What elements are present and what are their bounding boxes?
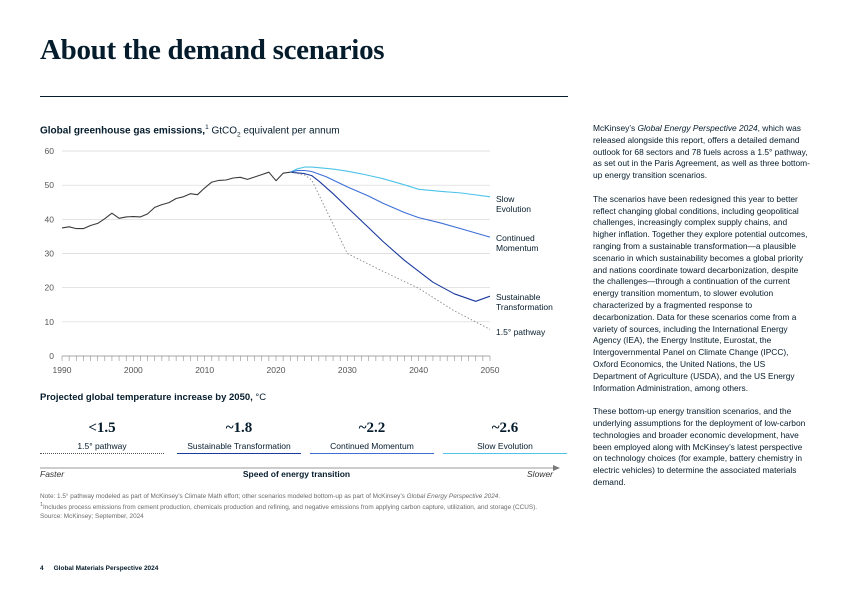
series-label-1-5-pathway: 1.5° pathway [496, 327, 546, 337]
temperature-label: Sustainable Transformation [187, 441, 291, 451]
temperature-value: ~2.2 [358, 420, 386, 436]
title-divider [40, 96, 568, 97]
series-line-slow-evolution [290, 166, 491, 198]
chart-title: Global greenhouse gas emissions,1 GtCO2 … [40, 124, 340, 138]
x-tick-label: 2010 [195, 365, 214, 375]
temperature-label: Slow Evolution [477, 441, 533, 451]
y-tick-label: 30 [45, 249, 55, 259]
sidebar-paragraph-3: These bottom-up energy transition scenar… [593, 406, 806, 487]
series-label-sustainable-transformation-line1: Sustainable [496, 292, 541, 302]
temperature-heading: Projected global temperature increase by… [40, 392, 266, 403]
sidebar-paragraph-1-b: , which was released alongside this repo… [593, 123, 810, 181]
x-tick-label: 2020 [267, 365, 286, 375]
y-tick-label: 50 [45, 180, 55, 190]
temperature-heading-bold: Projected global temperature increase by… [40, 392, 253, 403]
temperature-label: Continued Momentum [330, 441, 414, 451]
series-line-sustainable-transformation [290, 171, 491, 302]
series-line-continued-momentum [290, 169, 491, 238]
chart-unit-suffix: equivalent per annum [240, 125, 340, 137]
x-tick-label: 2040 [409, 365, 428, 375]
x-tick-label: 2030 [338, 365, 357, 375]
speed-axis-right-label: Slower [527, 469, 553, 479]
source-text: Source: McKinsey; September, 2024 [40, 512, 144, 520]
y-tick-label: 0 [49, 351, 54, 361]
y-tick-label: 20 [45, 283, 55, 293]
temperature-value: ~1.8 [225, 420, 253, 436]
temperature-line-slow-evolution [443, 453, 567, 454]
note-text-a: Note: 1.5° pathway modeled as part of Mc… [40, 493, 407, 500]
temperature-value: <1.5 [88, 420, 116, 436]
series-label-slow-evolution-line2: Evolution [496, 204, 531, 214]
series-label-continued-momentum-line1: Continued [496, 233, 535, 243]
chart-series-labels: Slow Evolution Continued Momentum Sustai… [496, 194, 553, 337]
speed-axis-arrow [40, 465, 560, 471]
page-number: 4 [40, 565, 44, 572]
x-tick-label: 2050 [481, 365, 500, 375]
series-label-sustainable-transformation-line2: Transformation [496, 302, 553, 312]
temperature-value: ~2.6 [491, 420, 519, 436]
page-footer: 4 Global Materials Perspective 2024 [40, 565, 158, 572]
series-label-sustainable-transformation: Sustainable Transformation [496, 292, 553, 312]
x-tick-label: 1990 [53, 365, 72, 375]
temperature-item-1-5-pathway: <1.5 1.5° pathway [40, 419, 164, 452]
y-tick-label: 60 [45, 146, 55, 156]
chart-unit-subscript: 2 [237, 131, 241, 139]
speed-axis-title: Speed of energy transition [242, 469, 351, 479]
speed-axis-left-label: Faster [40, 469, 65, 479]
series-label-continued-momentum-line2: Momentum [496, 243, 539, 253]
y-tick-label: 40 [45, 214, 55, 224]
temperature-label: 1.5° pathway [77, 441, 127, 451]
y-tick-label: 10 [45, 317, 55, 327]
note-text-b: . [498, 493, 501, 500]
footnote-marker: 1 [40, 502, 43, 509]
temperature-item-sustainable-transformation: ~1.8 Sustainable Transformation [177, 419, 301, 452]
sidebar-paragraph-1: McKinsey’s Global Energy Perspective 202… [593, 123, 811, 182]
note-text: Note: 1.5° pathway modeled as part of Mc… [40, 493, 562, 501]
chart-gridlines [62, 150, 490, 323]
series-label-1-5-pathway-line1: 1.5° pathway [496, 327, 546, 337]
temperature-item-slow-evolution: ~2.6 Slow Evolution [443, 419, 567, 452]
note-text-italic: Global Energy Perspective 2024 [406, 493, 499, 500]
sidebar-paragraph-2: The scenarios have been redesigned this … [593, 193, 808, 393]
temperature-heading-unit: °C [252, 392, 267, 403]
sidebar-paragraph-1-italic: Global Energy Perspective 2024 [637, 123, 758, 133]
sidebar-body-text: McKinsey’s Global Energy Perspective 202… [593, 123, 811, 501]
temperature-line-sustainable-transformation [177, 453, 301, 454]
page-title: About the demand scenarios [40, 34, 385, 66]
chart-notes: Note: 1.5° pathway modeled as part of Mc… [40, 493, 562, 521]
series-line-1-5-pathway [290, 171, 491, 330]
series-line-historical [61, 171, 291, 230]
series-label-slow-evolution-line1: Slow [496, 194, 515, 204]
series-label-continued-momentum: Continued Momentum [496, 233, 539, 253]
sidebar-paragraph-1-a: McKinsey’s [593, 123, 638, 133]
footnote-text: 1Includes process emissions from cement … [40, 501, 562, 512]
temperature-line-continued-momentum [310, 453, 434, 454]
chart-unit: GtCO [208, 125, 238, 137]
x-tick-label: 2000 [124, 365, 143, 375]
series-label-slow-evolution: Slow Evolution [496, 194, 531, 214]
publication-title: Global Materials Perspective 2024 [53, 565, 159, 572]
chart-title-bold: Global greenhouse gas emissions, [40, 125, 206, 137]
chart-title-footnote-marker: 1 [205, 124, 209, 131]
temperature-item-continued-momentum: ~2.2 Continued Momentum [310, 419, 434, 452]
chart-series [61, 166, 491, 330]
footnote-body: Includes process emissions from cement p… [42, 504, 538, 512]
temperature-line-1-5-pathway [40, 453, 164, 454]
